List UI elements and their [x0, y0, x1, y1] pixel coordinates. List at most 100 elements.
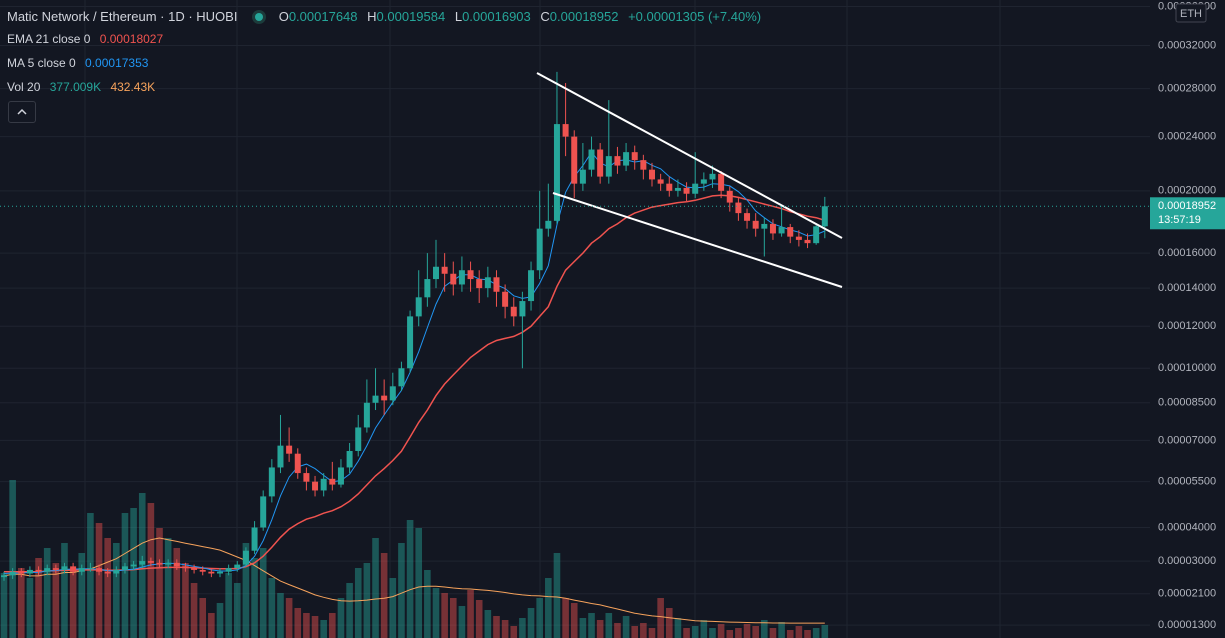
- y-tick-label: 0.00020000: [1158, 185, 1216, 197]
- volume-bar: [795, 626, 803, 638]
- volume-bar: [199, 598, 207, 638]
- ma-value: 0.00017353: [85, 56, 149, 70]
- candle-body: [415, 297, 422, 317]
- candle-body: [674, 187, 681, 191]
- volume-bar: [398, 543, 405, 638]
- volume-bar: [164, 538, 172, 638]
- candle-body: [320, 478, 327, 491]
- candle-body: [18, 571, 25, 574]
- high-value: 0.00019584: [376, 9, 446, 24]
- volume-bar: [726, 630, 734, 638]
- y-tick-label: 0.00001300: [1158, 619, 1216, 631]
- candle-body: [744, 213, 751, 221]
- volume-bar: [35, 558, 42, 638]
- volume-bar: [113, 543, 120, 638]
- volume-bar: [717, 624, 725, 638]
- candle-body: [199, 569, 206, 572]
- candle-body: [165, 562, 172, 565]
- candle-body: [562, 124, 569, 137]
- chevron-icon: [17, 108, 27, 115]
- volume-bar: [242, 543, 250, 638]
- volume-bar: [9, 480, 16, 638]
- volume-bar: [424, 570, 431, 638]
- candle-body: [458, 270, 465, 285]
- grid: [0, 5, 1150, 626]
- candle-body: [709, 173, 716, 180]
- last-price-box: [1150, 197, 1225, 230]
- change-value: +0.00001305 (+7.40%): [628, 9, 762, 24]
- open-label: O: [278, 9, 289, 24]
- trend-lines: [536, 72, 843, 288]
- volume-bar: [147, 503, 155, 638]
- candle-body: [700, 179, 707, 184]
- y-tick-label: 0.00002100: [1158, 588, 1216, 600]
- volume-bar: [104, 538, 111, 638]
- indicator-line: [4, 194, 826, 573]
- status-dot: [255, 13, 264, 21]
- symbol-title: Matic Network / Ethereum · 1D · HUOBI: [7, 9, 238, 24]
- candle-body: [795, 236, 802, 240]
- volume-bar: [614, 623, 621, 638]
- candle-body: [407, 316, 414, 369]
- volume-bar: [251, 558, 258, 638]
- candle-body: [156, 562, 163, 565]
- volume-bar: [415, 528, 423, 638]
- candle-body: [242, 550, 249, 565]
- volume-bar: [337, 598, 345, 638]
- volume-bar: [380, 553, 388, 638]
- volume-bar: [277, 593, 284, 638]
- volume-bar: [208, 613, 215, 638]
- candle-body: [35, 569, 42, 572]
- candle-body: [260, 496, 267, 528]
- volume-bar: [709, 628, 716, 638]
- candle-body: [579, 169, 586, 184]
- volume-bar: [467, 590, 474, 638]
- candle-body: [225, 568, 232, 572]
- volume-bar: [320, 620, 327, 638]
- candle-body: [588, 149, 595, 170]
- volume-bar: [17, 568, 25, 638]
- candle-body: [312, 481, 319, 491]
- candle-body: [752, 220, 759, 229]
- collapse-button[interactable]: [8, 101, 36, 123]
- volume-bar: [735, 628, 742, 638]
- volume-bar: [691, 626, 699, 638]
- candle-body: [217, 571, 223, 574]
- y-tick-label: 0.00016000: [1158, 247, 1216, 259]
- candle-body: [649, 169, 655, 180]
- volume-bar: [501, 620, 509, 638]
- candle-body: [769, 223, 776, 234]
- candle-body: [467, 270, 474, 280]
- last-price-label: 0.00018952: [1158, 200, 1216, 212]
- countdown-label: 13:57:19: [1158, 214, 1201, 226]
- ma-row: MA 5 close 0 0.00017353: [7, 56, 154, 70]
- volume-bar: [743, 624, 751, 638]
- ema-value: 0.00018027: [99, 32, 164, 46]
- trend-line-lower: [552, 192, 843, 288]
- candle-body: [519, 301, 526, 317]
- candle-body: [605, 156, 612, 177]
- candle-body: [666, 183, 673, 191]
- candle-body: [61, 566, 68, 570]
- candle-body: [484, 277, 491, 289]
- volume-bar: [329, 613, 336, 638]
- indicator-line: [3, 151, 825, 574]
- axis-background: [1150, 0, 1225, 638]
- candle-body: [268, 467, 275, 497]
- volume-bar: [804, 630, 811, 638]
- candle-body: [778, 227, 785, 234]
- candle-body: [683, 187, 690, 194]
- volume-bar: [216, 603, 224, 638]
- candle-body: [337, 467, 344, 485]
- candle-body: [441, 266, 448, 274]
- volume-bar: [588, 613, 595, 638]
- currency-label: ETH: [1180, 8, 1202, 20]
- candle-body: [450, 273, 457, 285]
- volume-bar: [579, 618, 587, 638]
- volume-bar: [640, 623, 647, 638]
- volume-bar: [657, 598, 664, 638]
- volume-bar: [527, 608, 535, 638]
- candle-body: [502, 291, 509, 307]
- y-tick-label: 0.00007000: [1158, 434, 1216, 446]
- volume-bar: [69, 568, 77, 638]
